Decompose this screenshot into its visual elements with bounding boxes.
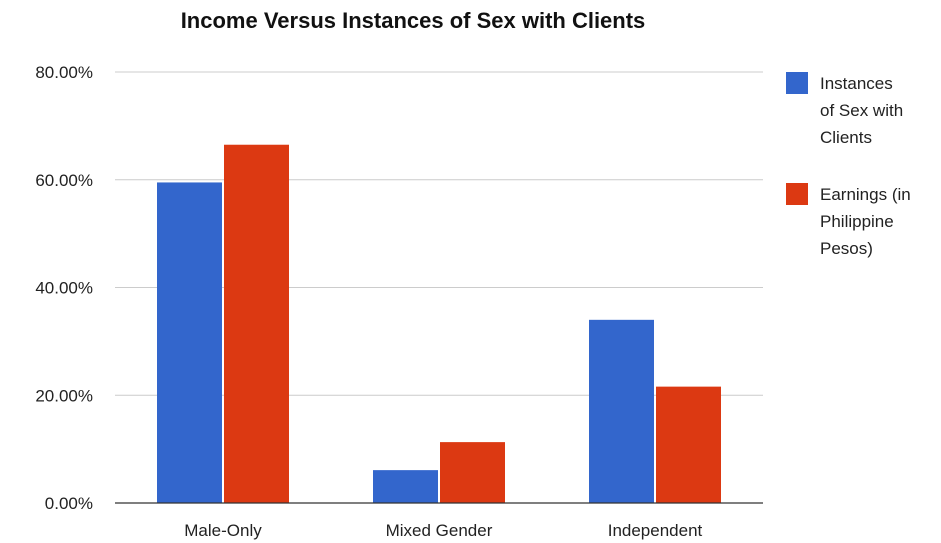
y-tick-label: 40.00%: [35, 279, 93, 298]
y-tick-label: 20.00%: [35, 386, 93, 405]
x-tick-label: Male-Only: [184, 521, 262, 540]
legend-swatch: [786, 183, 808, 205]
x-tick-label: Mixed Gender: [386, 521, 493, 540]
x-tick-label: Independent: [608, 521, 703, 540]
chart-title: Income Versus Instances of Sex with Clie…: [181, 8, 646, 33]
legend-label: Pesos): [820, 239, 873, 258]
legend: Instances of Sex with Clients Earnings (in P…: [786, 72, 911, 258]
gridlines: [115, 71, 763, 396]
bar: [157, 182, 222, 503]
legend-swatch: [786, 72, 808, 94]
y-tick-label: 60.00%: [35, 171, 93, 190]
y-tick-label: 0.00%: [45, 494, 93, 513]
axes: 0.00% 20.00% 40.00% 60.00% 80.00% Male-Only Mi…: [35, 63, 763, 540]
bars: [157, 144, 721, 503]
bar: [373, 470, 438, 503]
bar: [224, 144, 289, 503]
y-tick-label: 80.00%: [35, 63, 93, 82]
bar: [589, 319, 654, 503]
legend-label: Philippine: [820, 212, 894, 231]
legend-label: Instances: [820, 74, 893, 93]
bar: [656, 386, 721, 503]
legend-label: Earnings (in: [820, 185, 911, 204]
legend-label: of Sex with: [820, 101, 903, 120]
bar: [440, 442, 505, 503]
legend-label: Clients: [820, 128, 872, 147]
